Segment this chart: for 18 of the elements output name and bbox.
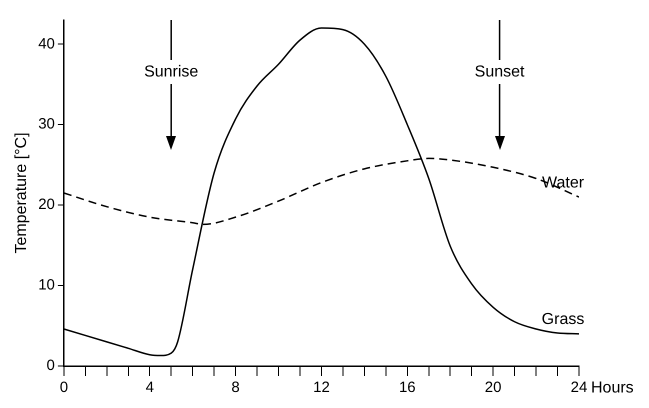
x-axis-title: Hours — [591, 379, 634, 396]
x-tick-label: 8 — [231, 379, 240, 396]
x-tick-label: 24 — [570, 379, 588, 396]
ref-line-label: Sunrise — [144, 63, 198, 80]
y-axis-title: Temperature [°C] — [13, 132, 30, 254]
x-tick-label: 4 — [146, 379, 154, 396]
x-tick-label: 12 — [313, 379, 330, 396]
x-tick-label: 16 — [398, 379, 416, 396]
series-label: Water — [542, 174, 585, 192]
x-tick-label: 20 — [484, 379, 502, 396]
y-tick-label: 10 — [38, 276, 55, 294]
series-label: Grass — [542, 311, 584, 328]
y-tick-label: 0 — [46, 357, 55, 374]
y-tick-label: 20 — [38, 196, 55, 214]
x-tick-label: 0 — [60, 379, 68, 396]
y-tick-label: 30 — [38, 116, 55, 133]
ref-line-label: Sunset — [474, 63, 526, 80]
y-tick-label: 40 — [38, 35, 55, 52]
